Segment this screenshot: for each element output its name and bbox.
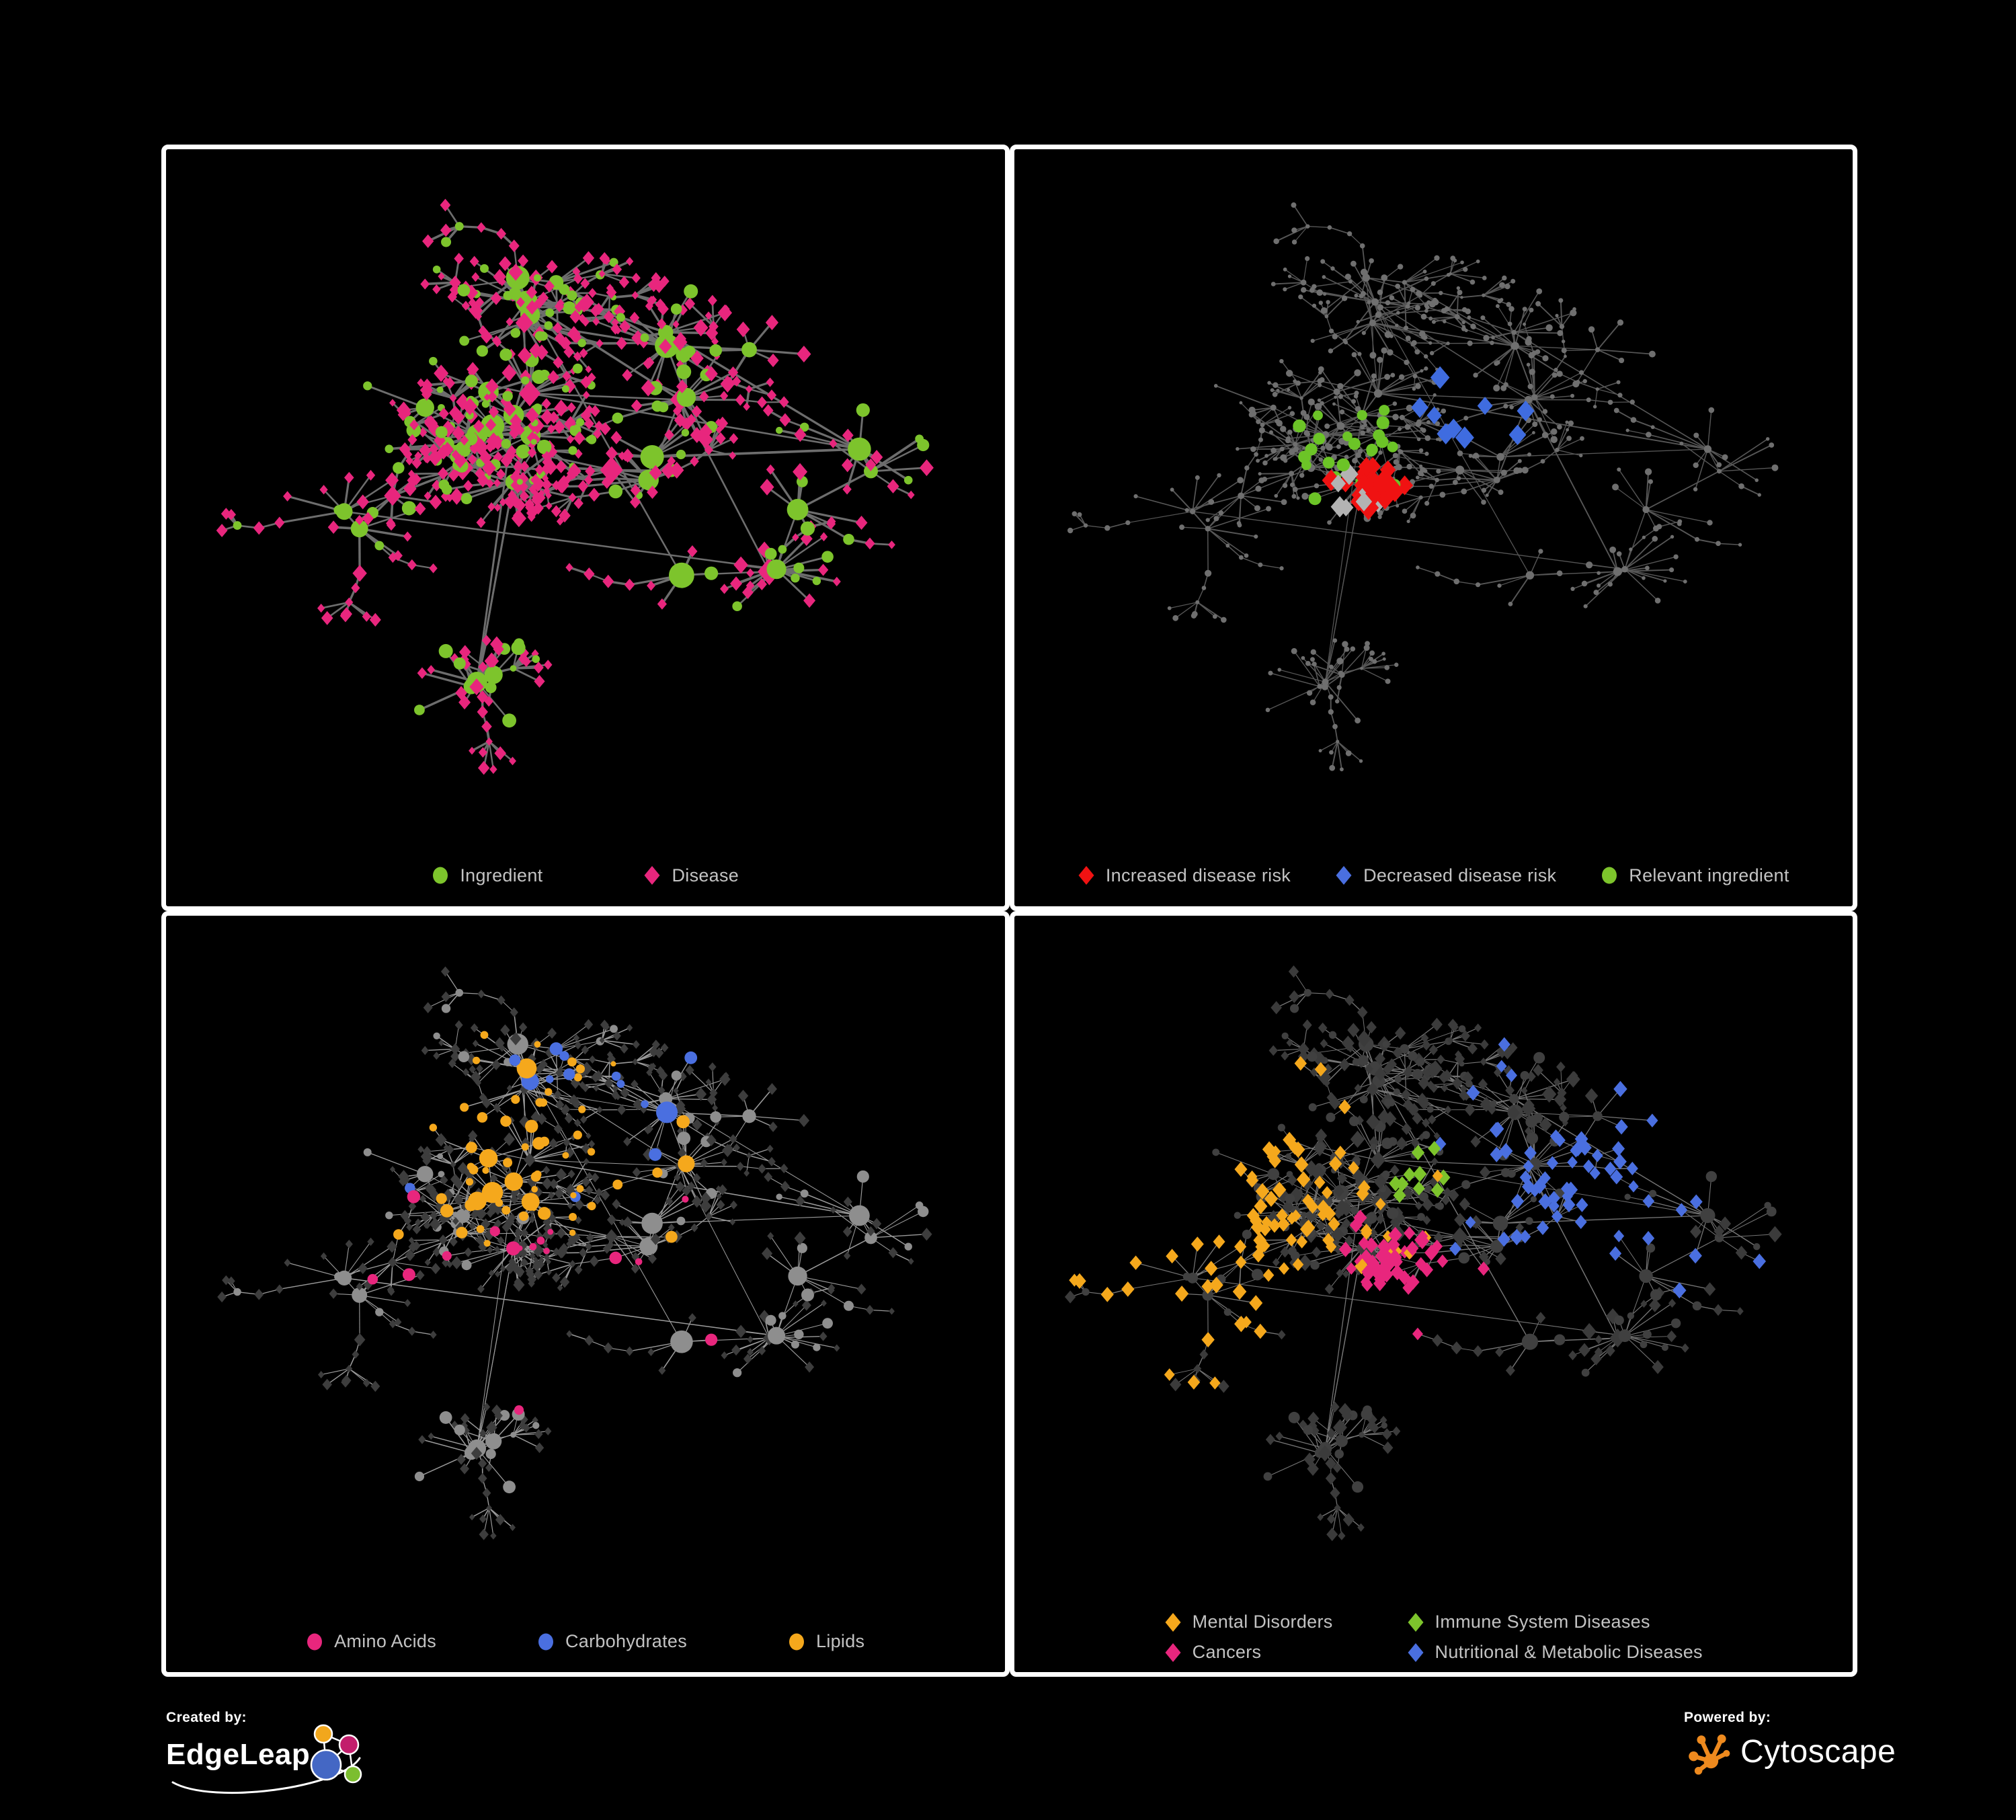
legend-label: Ingredient — [460, 865, 543, 885]
legend-item-carbohydrates: Carbohydrates — [537, 1631, 687, 1652]
circle-marker-icon — [538, 1633, 553, 1650]
panel-ingredient-disease: Ingredient Disease — [161, 145, 1010, 911]
network-graph-ingredient-disease — [216, 198, 934, 775]
legend-label: Mental Disorders — [1192, 1612, 1333, 1632]
diamond-marker-icon — [1165, 1643, 1181, 1662]
panel-disease-classes: Mental Disorders Immune System Diseases … — [1009, 910, 1857, 1677]
legend-label: Nutritional & Metabolic Diseases — [1435, 1642, 1703, 1662]
legend-item-immune-system-diseases: Immune System Diseases — [1407, 1612, 1703, 1632]
panel-nutrient-classes: Amino Acids Carbohydrates Lipids — [161, 910, 1010, 1677]
legend-nutrient-classes: Amino Acids Carbohydrates Lipids — [166, 1631, 1005, 1652]
legend-label: Decreased disease risk — [1363, 865, 1557, 885]
legend-item-increased-risk: Increased disease risk — [1078, 865, 1291, 886]
powered-by-label: Powered by: — [1684, 1710, 1771, 1725]
diamond-marker-icon — [1408, 1612, 1424, 1632]
legend-label: Cancers — [1192, 1642, 1262, 1662]
legend-item-mental-disorders: Mental Disorders — [1164, 1612, 1333, 1632]
legend-item-amino-acids: Amino Acids — [306, 1631, 436, 1652]
legend-label: Increased disease risk — [1105, 865, 1291, 885]
edgeleap-network-icon — [310, 1724, 362, 1784]
legend-item-cancers: Cancers — [1164, 1642, 1333, 1663]
legend-item-disease: Disease — [643, 865, 739, 886]
edgeleap-wordmark: EdgeLeap — [166, 1738, 311, 1771]
created-by-block: Created by: EdgeLeap — [166, 1710, 395, 1809]
circle-marker-icon — [1602, 867, 1617, 884]
legend-label: Lipids — [816, 1631, 865, 1651]
legend-item-ingredient: Ingredient — [432, 865, 542, 886]
legend-ingredient-disease: Ingredient Disease — [166, 865, 1005, 886]
panel-disease-risk: Increased disease risk Decreased disease… — [1009, 145, 1857, 911]
legend-item-decreased-risk: Decreased disease risk — [1335, 865, 1556, 886]
diamond-marker-icon — [644, 866, 660, 885]
network-panels-grid: Ingredient Disease Increased disease — [161, 145, 1857, 1677]
legend-item-lipids: Lipids — [788, 1631, 864, 1652]
legend-label: Disease — [672, 865, 739, 885]
legend-label: Carbohydrates — [565, 1631, 687, 1651]
diamond-marker-icon — [1336, 866, 1352, 885]
legend-label: Immune System Diseases — [1435, 1612, 1650, 1632]
network-graph-disease-risk — [1067, 202, 1778, 772]
legend-disease-classes: Mental Disorders Immune System Diseases … — [1014, 1612, 1853, 1663]
circle-marker-icon — [789, 1633, 804, 1650]
diamond-marker-icon — [1165, 1612, 1181, 1632]
cytoscape-wordmark: Cytoscape — [1740, 1733, 1896, 1770]
diamond-marker-icon — [1408, 1643, 1424, 1662]
cytoscape-logo: Cytoscape — [1684, 1727, 1896, 1776]
powered-by-block: Powered by: Cytoscape — [1684, 1710, 1896, 1776]
legend-item-relevant-ingredient: Relevant ingredient — [1601, 865, 1789, 886]
network-graph-disease-classes — [1064, 965, 1782, 1541]
diamond-marker-icon — [1078, 866, 1094, 885]
network-graph-nutrient-classes — [217, 965, 932, 1540]
legend-label: Amino Acids — [334, 1631, 436, 1651]
circle-marker-icon — [307, 1633, 323, 1650]
edgeleap-logo: EdgeLeap — [166, 1724, 395, 1809]
cytoscape-network-icon — [1689, 1734, 1730, 1775]
legend-label: Relevant ingredient — [1629, 865, 1789, 885]
legend-item-nutritional-metabolic-diseases: Nutritional & Metabolic Diseases — [1407, 1642, 1703, 1663]
created-by-label: Created by: — [166, 1710, 247, 1725]
circle-marker-icon — [433, 867, 448, 884]
legend-disease-risk: Increased disease risk Decreased disease… — [1014, 865, 1853, 886]
